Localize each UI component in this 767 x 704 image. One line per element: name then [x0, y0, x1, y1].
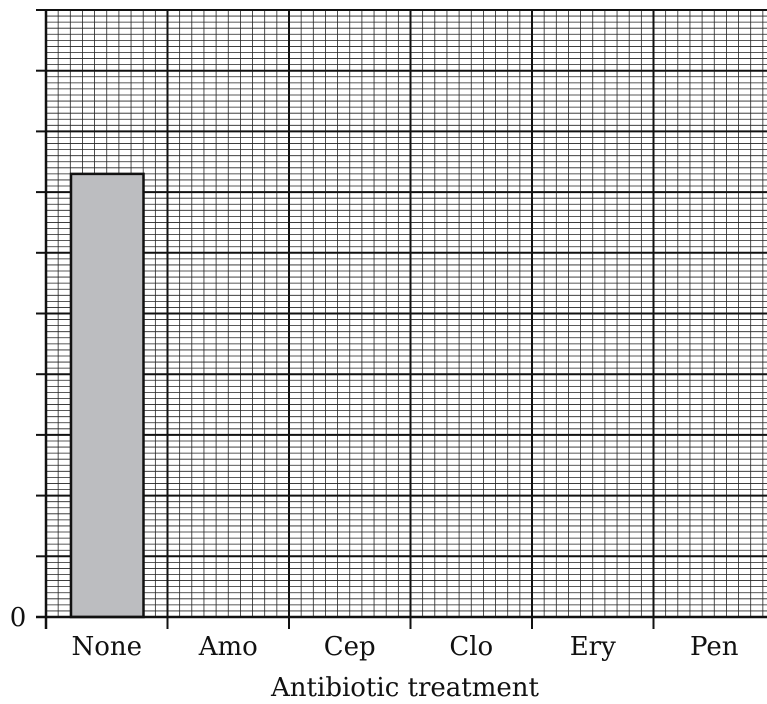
x-tick-label: Amo: [198, 632, 258, 662]
bar: [69, 172, 145, 619]
x-ticks: [166, 617, 655, 629]
x-tick-label: Ery: [570, 632, 616, 662]
x-tick-label: Pen: [690, 632, 739, 662]
x-axis-label: Antibiotic treatment: [270, 673, 539, 703]
x-tick-label: None: [71, 632, 142, 662]
tick-labels: None Amo Cep Clo Ery Pen 0: [10, 603, 739, 662]
x-tick-label: Clo: [449, 632, 493, 662]
bars: [69, 172, 145, 619]
y-ticks: [36, 9, 46, 618]
axes: [36, 10, 767, 629]
x-tick-label: Cep: [324, 632, 376, 662]
y-tick-label: 0: [10, 603, 27, 633]
